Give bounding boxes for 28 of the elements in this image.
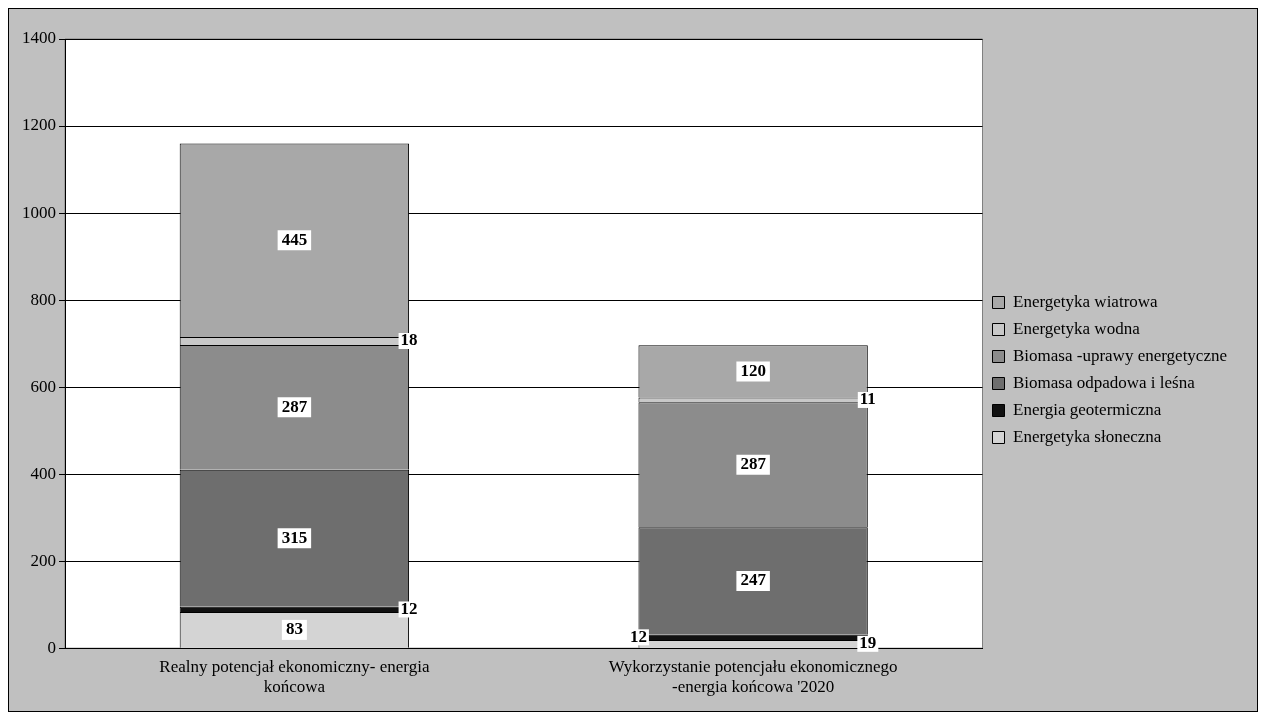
x-tick-label: Realny potencjał ekonomiczny- energia końcowa [159, 656, 430, 697]
y-tick-label: 1400 [22, 28, 56, 48]
data-label: 120 [740, 360, 766, 380]
data-label: 18 [400, 330, 418, 350]
y-tick-label: 0 [47, 637, 56, 657]
data-label: 315 [281, 527, 308, 547]
data-label: 83 [285, 619, 303, 639]
y-tick-label: 800 [30, 289, 56, 309]
y-tick-label: 1000 [22, 202, 56, 222]
y-tick-label: 400 [30, 463, 56, 483]
data-label: 12 [629, 626, 647, 646]
data-label: 287 [281, 396, 308, 416]
legend-label: Energia geotermiczna [1013, 399, 1162, 419]
legend-label: Biomasa odpadowa i leśna [1013, 372, 1196, 392]
y-tick-label: 1200 [22, 115, 56, 135]
data-label: 445 [281, 229, 308, 249]
data-label: 11 [859, 389, 876, 409]
legend-label: Energetyka wodna [1013, 318, 1141, 338]
legend-label: Biomasa -uprawy energetyczne [1013, 345, 1228, 365]
data-label: 19 [859, 633, 877, 653]
data-label: 12 [400, 598, 418, 618]
data-label: 287 [740, 454, 767, 474]
legend-label: Energetyka słoneczna [1013, 426, 1162, 446]
y-tick-label: 600 [30, 376, 56, 396]
x-tick-label: Wykorzystanie potencjału ekonomicznego -energia końcowa '2020 [608, 656, 898, 697]
data-label: 247 [740, 570, 767, 590]
legend-label: Energetyka wiatrowa [1013, 291, 1159, 311]
y-tick-label: 200 [30, 550, 56, 570]
